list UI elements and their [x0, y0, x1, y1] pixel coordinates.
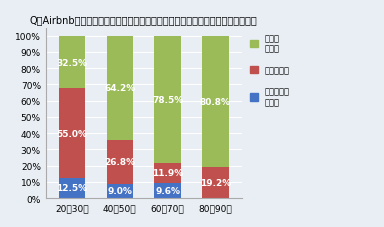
- Text: 64.2%: 64.2%: [104, 84, 136, 93]
- Bar: [154, 183, 181, 198]
- Title: Q：Airbnbなどを利用しての「民泊」経営をやってみたいですか？　（年代別）: Q：Airbnbなどを利用しての「民泊」経営をやってみたいですか？ （年代別）: [30, 15, 258, 25]
- Bar: [154, 37, 181, 163]
- Text: 9.0%: 9.0%: [108, 187, 132, 195]
- Bar: [107, 37, 133, 140]
- Legend: 考えて
いない, 検討したい, ぜひやって
みたい: 考えて いない, 検討したい, ぜひやって みたい: [248, 33, 291, 108]
- Bar: [202, 37, 228, 167]
- Text: 80.8%: 80.8%: [200, 97, 231, 106]
- Bar: [107, 184, 133, 198]
- Text: 26.8%: 26.8%: [104, 158, 136, 167]
- Text: 19.2%: 19.2%: [200, 178, 231, 187]
- Bar: [107, 140, 133, 184]
- Bar: [59, 178, 85, 198]
- Text: 55.0%: 55.0%: [56, 129, 88, 138]
- Bar: [154, 163, 181, 183]
- Text: 12.5%: 12.5%: [56, 184, 88, 193]
- Text: 11.9%: 11.9%: [152, 169, 183, 178]
- Bar: [59, 37, 85, 89]
- Text: 9.6%: 9.6%: [155, 186, 180, 195]
- Bar: [202, 167, 228, 198]
- Text: 32.5%: 32.5%: [56, 58, 88, 67]
- Text: 78.5%: 78.5%: [152, 96, 183, 104]
- Bar: [59, 89, 85, 178]
